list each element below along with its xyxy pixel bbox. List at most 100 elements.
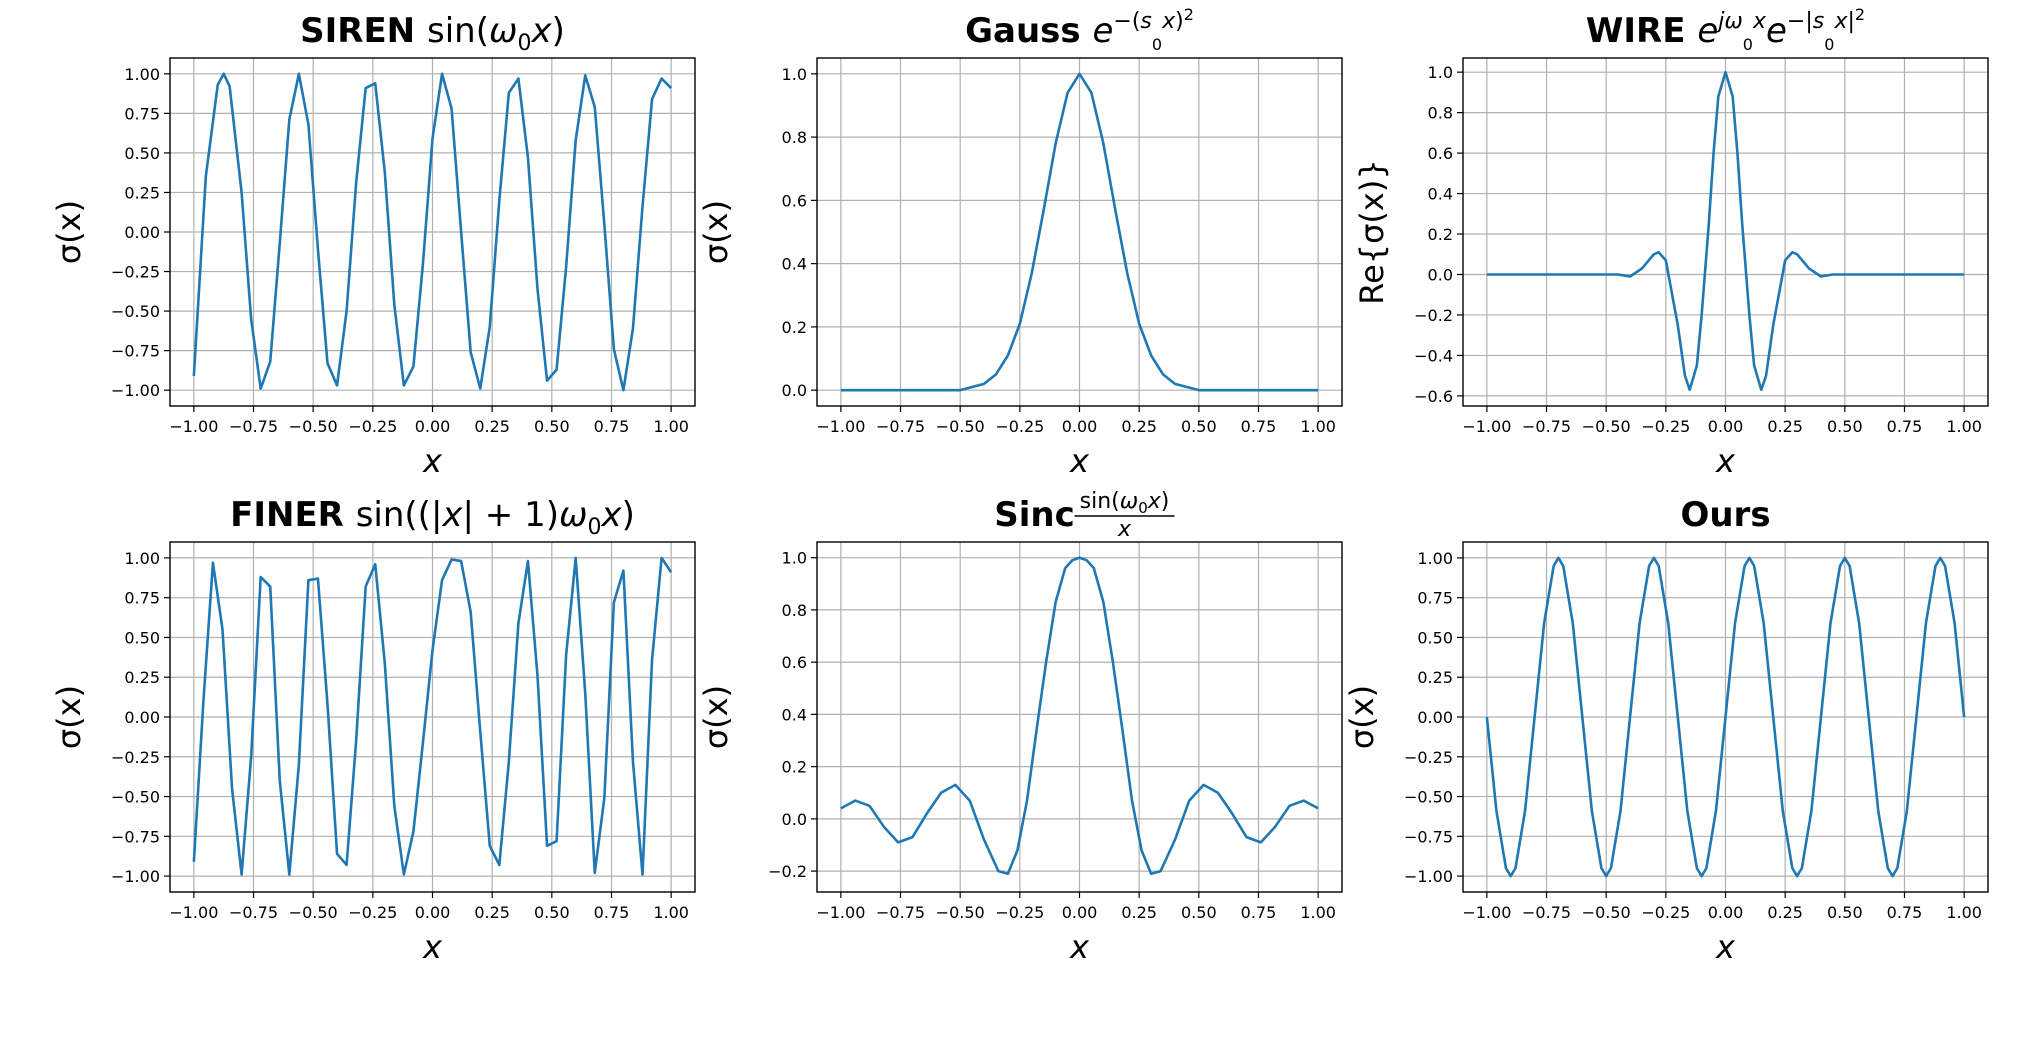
y-tick-label: −0.2 — [768, 862, 807, 881]
x-tick-label: 0.25 — [1767, 417, 1803, 436]
y-tick-label: −0.75 — [111, 827, 160, 846]
y-tick-label: 0.25 — [124, 668, 160, 687]
y-axis-label: σ(x) — [697, 200, 735, 264]
x-tick-label: −0.25 — [995, 417, 1044, 436]
x-tick-label: −0.75 — [1522, 903, 1571, 922]
x-tick-label: −0.50 — [1582, 417, 1631, 436]
x-tick-label: 0.75 — [1241, 417, 1277, 436]
x-tick-label: −1.00 — [1462, 417, 1511, 436]
y-axis-label: σ(x) — [50, 200, 88, 264]
chart-panel-6: −1.00 −0.75 −0.50 −0.25 0.00 0.25 0.50 0.75 1.00… — [1343, 495, 1989, 966]
x-tick-label: −1.00 — [816, 903, 865, 922]
y-tick-label: 1.00 — [124, 65, 160, 84]
x-axis-label: x — [1069, 442, 1090, 480]
x-tick-label: −0.75 — [229, 417, 278, 436]
chart-title-formula: e−(s0x)2 — [1092, 5, 1193, 54]
x-axis-label: x — [422, 442, 443, 480]
y-tick-label: 0.00 — [124, 223, 160, 242]
y-axis-label: Re{σ(x)} — [1353, 159, 1391, 304]
x-tick-label: −0.50 — [289, 417, 338, 436]
y-tick-label: 0.50 — [1417, 628, 1453, 647]
y-tick-label: 1.00 — [1417, 549, 1453, 568]
x-tick-label: 0.75 — [594, 903, 630, 922]
x-axis-label: x — [1715, 928, 1736, 966]
x-tick-label: 0.00 — [415, 417, 451, 436]
series-line — [1485, 556, 1966, 878]
x-tick-label: −0.25 — [1641, 903, 1690, 922]
chart-panel-1: −1.00 −0.75 −0.50 −0.25 0.00 0.25 0.50 0.75 1.00… — [50, 11, 696, 480]
chart-title: SIREN sin(ω0x) — [300, 11, 565, 56]
x-tick-label: 0.00 — [1062, 417, 1098, 436]
x-tick-label: −0.75 — [229, 903, 278, 922]
x-tick-label: 0.50 — [1827, 903, 1863, 922]
x-tick-label: 1.00 — [653, 417, 689, 436]
x-tick-label: 0.25 — [1121, 903, 1157, 922]
y-tick-label: 0.8 — [782, 601, 807, 620]
x-tick-label: 1.00 — [1946, 903, 1982, 922]
y-tick-label: 0.4 — [782, 255, 807, 274]
y-tick-label: −0.25 — [111, 748, 160, 767]
series-line — [840, 556, 1319, 876]
x-tick-label: −0.50 — [1582, 903, 1631, 922]
x-tick-label: −0.75 — [876, 903, 925, 922]
x-axis-label: x — [1069, 928, 1090, 966]
series-line — [192, 72, 673, 392]
y-tick-label: 0.0 — [1428, 265, 1453, 284]
chart-title-fraction-denominator: x — [1117, 517, 1132, 542]
x-tick-label: 0.00 — [415, 903, 451, 922]
y-tick-label: −0.6 — [1414, 387, 1453, 406]
x-axis-label: x — [1715, 442, 1736, 480]
x-tick-label: 0.25 — [1121, 417, 1157, 436]
y-tick-label: −1.00 — [1404, 867, 1453, 886]
chart-title: FINER sin((|x| + 1)ω0x) — [230, 495, 635, 540]
y-tick-label: −1.00 — [111, 867, 160, 886]
y-tick-label: 0.75 — [1417, 589, 1453, 608]
x-tick-label: −0.25 — [1641, 417, 1690, 436]
y-tick-label: 0.2 — [782, 758, 807, 777]
y-tick-label: 0.75 — [124, 589, 160, 608]
x-tick-label: 0.25 — [474, 417, 510, 436]
x-tick-label: −0.50 — [936, 903, 985, 922]
y-tick-label: −0.75 — [111, 342, 160, 361]
y-tick-label: −0.75 — [1404, 827, 1453, 846]
x-tick-label: 0.50 — [1827, 417, 1863, 436]
x-tick-label: 0.50 — [1181, 903, 1217, 922]
x-tick-label: 0.50 — [534, 903, 570, 922]
y-tick-label: −0.2 — [1414, 306, 1453, 325]
chart-title-name: FINER — [230, 495, 356, 535]
chart-title: Gauss e−(s0x)2 — [965, 5, 1194, 54]
x-tick-label: 0.75 — [1241, 903, 1277, 922]
x-tick-label: 0.25 — [1767, 903, 1803, 922]
y-axis-label: σ(x) — [50, 685, 88, 749]
x-tick-label: −0.50 — [289, 903, 338, 922]
x-tick-label: −0.25 — [348, 903, 397, 922]
y-tick-label: 0.75 — [124, 104, 160, 123]
y-tick-label: 0.6 — [782, 653, 807, 672]
y-tick-label: 0.2 — [1428, 225, 1453, 244]
y-axis-label: σ(x) — [1343, 685, 1381, 749]
y-tick-label: −0.50 — [111, 788, 160, 807]
chart-title-formula: ejω0xe−|s0x|2 — [1697, 5, 1865, 54]
y-tick-label: −0.25 — [1404, 748, 1453, 767]
x-tick-label: 0.75 — [594, 417, 630, 436]
chart-title-formula: sin(ω0x) — [427, 11, 565, 56]
chart-title-name: Gauss — [965, 11, 1092, 51]
y-tick-label: 0.0 — [782, 381, 807, 400]
y-tick-label: 0.4 — [1428, 185, 1453, 204]
x-tick-label: −1.00 — [169, 417, 218, 436]
y-tick-label: 0.6 — [782, 191, 807, 210]
y-tick-label: 0.2 — [782, 318, 807, 337]
y-tick-label: −0.25 — [111, 263, 160, 282]
y-tick-label: 0.25 — [1417, 668, 1453, 687]
y-tick-label: 0.50 — [124, 144, 160, 163]
x-tick-label: 0.75 — [1887, 417, 1923, 436]
x-tick-label: −0.25 — [348, 417, 397, 436]
x-tick-label: −1.00 — [169, 903, 218, 922]
y-tick-label: 0.50 — [124, 628, 160, 647]
x-tick-label: −0.75 — [1522, 417, 1571, 436]
x-tick-label: 0.00 — [1708, 903, 1744, 922]
x-tick-label: 0.00 — [1062, 903, 1098, 922]
y-tick-label: −0.4 — [1414, 346, 1453, 365]
y-tick-label: −0.50 — [1404, 788, 1453, 807]
series-line — [1486, 70, 1965, 392]
